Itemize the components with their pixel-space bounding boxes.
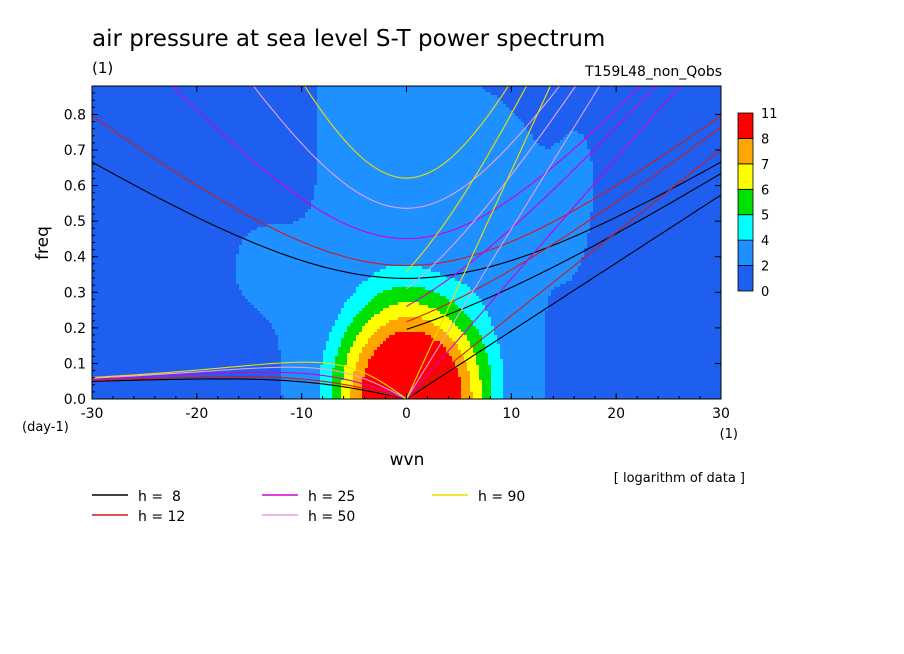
legend-label: h = 8 (138, 489, 181, 505)
colorbar-swatch (737, 163, 754, 190)
y-tick-label: 0.5 (64, 214, 86, 230)
kelvin-wave-curve (406, 194, 721, 399)
rossby-wave-curve (92, 371, 407, 399)
y-tick-label: 0.0 (64, 392, 86, 408)
inertia-gravity-curve (252, 86, 561, 209)
dispersion-curve-h50 (92, 86, 601, 399)
legend-item: h = 8 (92, 489, 181, 505)
y-axis: 0.0 0.1 0.2 0.3 0.4 0.5 0.6 0.7 0.8 (64, 85, 721, 408)
legend-item: h = 25 (262, 489, 355, 505)
legend-item: h = 90 (432, 489, 525, 505)
colorbar-swatch (737, 239, 754, 266)
colorbar-label: 8 (761, 132, 769, 147)
legend-label: h = 50 (308, 509, 355, 525)
mixed-rossby-gravity-curve (406, 86, 657, 307)
colorbar-label: 11 (761, 107, 778, 122)
x-tick-label: 20 (607, 406, 625, 422)
colorbar-swatch (737, 214, 754, 241)
mixed-rossby-gravity-curve (406, 126, 721, 323)
contour-fill (332, 287, 491, 399)
colorbar-label: 6 (761, 183, 769, 198)
chart-title: air pressure at sea level S-T power spec… (92, 26, 605, 52)
colorbar-swatch (737, 265, 754, 292)
rossby-wave-curve (92, 376, 407, 399)
rossby-wave-curve (92, 366, 407, 399)
inertia-gravity-curve (92, 115, 721, 267)
x-tick-label: -30 (81, 406, 104, 422)
x-tick-label: 0 (402, 406, 411, 422)
inertia-gravity-curve (92, 161, 721, 279)
colorbar-label: 5 (761, 209, 769, 224)
colorbar-label: 7 (761, 158, 769, 173)
legend-label: h = 12 (138, 509, 185, 525)
contour-fill (341, 302, 482, 399)
dispersion-curve-h90 (92, 86, 551, 399)
y-axis-label: freq (33, 226, 53, 260)
colorbar-label: 4 (761, 234, 769, 249)
dispersion-curve-h12 (92, 115, 721, 399)
colorbar-swatch (737, 188, 754, 216)
colorbar-swatch (737, 138, 754, 165)
y-tick-label: 0.4 (64, 250, 86, 266)
y-axis-unit: (day-1) (22, 420, 69, 435)
colorbar: 0 2 4 5 6 7 8 11 (737, 107, 778, 300)
y-tick-label: 0.2 (64, 321, 86, 337)
x-axis-label: wvn (390, 450, 425, 470)
mixed-rossby-gravity-curve (406, 86, 528, 272)
x-axis-unit: (1) (720, 427, 738, 442)
inertia-gravity-curve (171, 86, 642, 240)
contour-fill (350, 317, 473, 399)
x-tick-label: -20 (185, 406, 208, 422)
colorbar-label: 0 (761, 285, 769, 300)
dispersion-curve-h25 (92, 86, 681, 399)
x-tick-label: -10 (290, 406, 313, 422)
colorbar-label: 2 (761, 260, 769, 275)
x-tick-label: 30 (712, 406, 730, 422)
kelvin-wave-curve (406, 86, 601, 399)
contour-fill (236, 86, 593, 399)
legend-item: h = 50 (262, 509, 355, 525)
y-tick-label: 0.1 (64, 356, 86, 372)
contour-fill (362, 332, 461, 399)
y-tick-label: 0.7 (64, 143, 86, 159)
x-axis: -30 -20 -10 0 10 20 30 (81, 86, 730, 422)
legend-item: h = 12 (92, 509, 185, 525)
title-unit: (1) (92, 59, 113, 77)
log-note: [ logarithm of data ] (614, 471, 745, 486)
dispersion-curve-h8 (92, 161, 721, 399)
kelvin-wave-curve (406, 86, 681, 399)
plot-area (92, 86, 721, 399)
contour-fill (92, 86, 721, 399)
x-tick-label: 10 (502, 406, 520, 422)
rossby-wave-curve (92, 361, 407, 399)
legend: h = 8 h = 12 h = 25 h = 50 h = 90 (92, 489, 525, 525)
y-tick-label: 0.6 (64, 179, 86, 195)
mixed-rossby-gravity-curve (406, 86, 577, 290)
mixed-rossby-gravity-curve (406, 173, 721, 330)
legend-label: h = 25 (308, 489, 355, 505)
legend-label: h = 90 (478, 489, 525, 505)
rossby-wave-curve (92, 378, 407, 399)
kelvin-wave-curve (405, 86, 551, 399)
y-tick-label: 0.3 (64, 285, 86, 301)
colorbar-swatch (737, 112, 754, 139)
inertia-gravity-curve (303, 86, 510, 179)
chart-subtitle: T159L48_non_Qobs (584, 64, 722, 80)
y-tick-label: 0.8 (64, 107, 86, 123)
kelvin-wave-curve (406, 148, 721, 399)
